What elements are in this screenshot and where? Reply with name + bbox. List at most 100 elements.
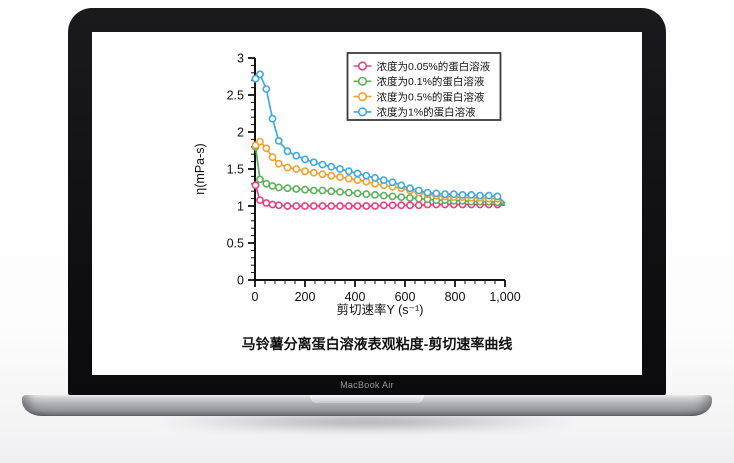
x-tick-label: 400 (345, 290, 366, 304)
data-point-marker (414, 201, 423, 210)
data-point-marker (493, 192, 502, 201)
legend-box (346, 52, 502, 121)
data-point-marker (353, 202, 362, 210)
data-point-marker (301, 202, 309, 210)
macbook-air-label: MacBook Air (340, 380, 394, 390)
data-point-marker (406, 184, 414, 193)
legend-marker-circle (357, 76, 368, 86)
data-point-marker (283, 202, 292, 210)
data-point-marker (274, 201, 283, 210)
legend-label: 浓度为0.5%的蛋白溶液 (377, 90, 485, 103)
data-point-marker (327, 187, 336, 196)
data-point-marker (251, 74, 260, 83)
data-point-marker (353, 189, 362, 198)
data-point-marker (327, 171, 336, 180)
data-point-marker (414, 186, 423, 195)
data-point-marker (327, 162, 336, 171)
legend-label: 浓度为1%的蛋白溶液 (377, 106, 477, 119)
x-tick-label: 600 (395, 290, 416, 304)
data-point-marker (476, 191, 484, 200)
data-point-marker (388, 192, 397, 201)
data-point-marker (309, 158, 318, 167)
data-point-marker (292, 151, 301, 160)
data-point-marker (336, 173, 344, 181)
legend-label: 浓度为0.05%的蛋白溶液 (377, 60, 491, 73)
data-point-marker (309, 186, 318, 195)
data-point-marker (353, 169, 362, 178)
data-point-marker (397, 181, 406, 190)
legend-marker-circle (357, 91, 368, 102)
data-point-marker (262, 179, 271, 188)
y-tick-label: 1.5 (227, 163, 244, 177)
data-point-marker (371, 173, 379, 182)
data-point-marker (344, 174, 353, 183)
data-point-marker (484, 191, 493, 200)
data-point-marker (353, 176, 362, 184)
data-point-marker (379, 176, 388, 184)
x-tick-label: 200 (295, 290, 316, 304)
laptop-screen-bezel: 0 0.5 1 1.5 2 2.5 3 0 200 400 600 800 1,000 η(mPa-s) 剪… (68, 8, 666, 395)
data-point-marker (256, 196, 264, 204)
data-point-marker (256, 175, 264, 184)
legend-label: 浓度为0.1%的蛋白溶液 (377, 75, 485, 88)
x-tick-label: 800 (445, 290, 466, 304)
data-point-marker (406, 201, 414, 210)
data-point-marker (268, 182, 277, 190)
laptop-base-notch (311, 395, 423, 403)
data-point-marker (301, 155, 309, 164)
data-point-marker (301, 185, 309, 194)
data-point-marker (318, 186, 327, 195)
data-point-marker (397, 201, 406, 210)
data-point-marker (371, 190, 379, 199)
data-point-marker (309, 168, 318, 177)
data-point-marker (327, 202, 336, 210)
data-point-marker (344, 188, 353, 197)
chart-title: 马铃薯分离蛋白溶液表观粘度-剪切速率曲线 (242, 336, 513, 352)
viscosity-shear-rate-chart: 0 0.5 1 1.5 2 2.5 3 0 200 400 600 800 1,000 η(mPa-s) 剪… (193, 52, 521, 353)
data-point-marker (262, 144, 271, 153)
data-point-marker (423, 188, 432, 197)
data-point-marker (449, 190, 458, 199)
data-point-marker (256, 70, 264, 79)
data-point-marker (268, 200, 277, 209)
data-point-marker (301, 167, 309, 176)
data-point-marker (432, 189, 441, 198)
data-point-marker (467, 190, 476, 199)
data-point-marker (318, 160, 327, 169)
data-point-marker (274, 159, 283, 168)
data-point-marker (362, 202, 371, 210)
data-point-marker (262, 85, 271, 93)
data-point-marker (262, 199, 271, 207)
data-point-marker (379, 201, 388, 210)
y-tick-label: 1 (237, 200, 244, 214)
data-point-marker (371, 202, 379, 210)
y-axis-label: η(mPa-s) (193, 143, 207, 194)
data-point-marker (406, 193, 414, 202)
data-point-marker (318, 202, 327, 210)
y-tick-label: 2.5 (227, 89, 244, 103)
laptop-base (22, 395, 712, 416)
data-point-marker (344, 167, 353, 176)
data-point-marker (362, 171, 371, 180)
data-point-marker (292, 185, 301, 193)
data-point-marker (336, 165, 344, 173)
data-point-marker (379, 191, 388, 200)
data-point-marker (309, 202, 318, 210)
data-point-marker (397, 193, 406, 201)
legend-marker-circle (357, 61, 368, 71)
data-point-marker (268, 153, 277, 162)
data-point-marker (251, 181, 260, 190)
y-tick-label: 0 (237, 274, 244, 288)
data-point-marker (274, 183, 283, 192)
data-point-marker (441, 190, 449, 199)
data-point-marker (336, 202, 344, 210)
data-point-marker (292, 202, 301, 210)
data-point-marker (388, 201, 397, 210)
data-point-marker (283, 184, 292, 193)
data-point-marker (388, 178, 397, 187)
data-point-marker (362, 190, 371, 199)
data-point-marker (274, 137, 283, 145)
data-point-marker (344, 202, 353, 210)
data-point-marker (458, 190, 467, 199)
